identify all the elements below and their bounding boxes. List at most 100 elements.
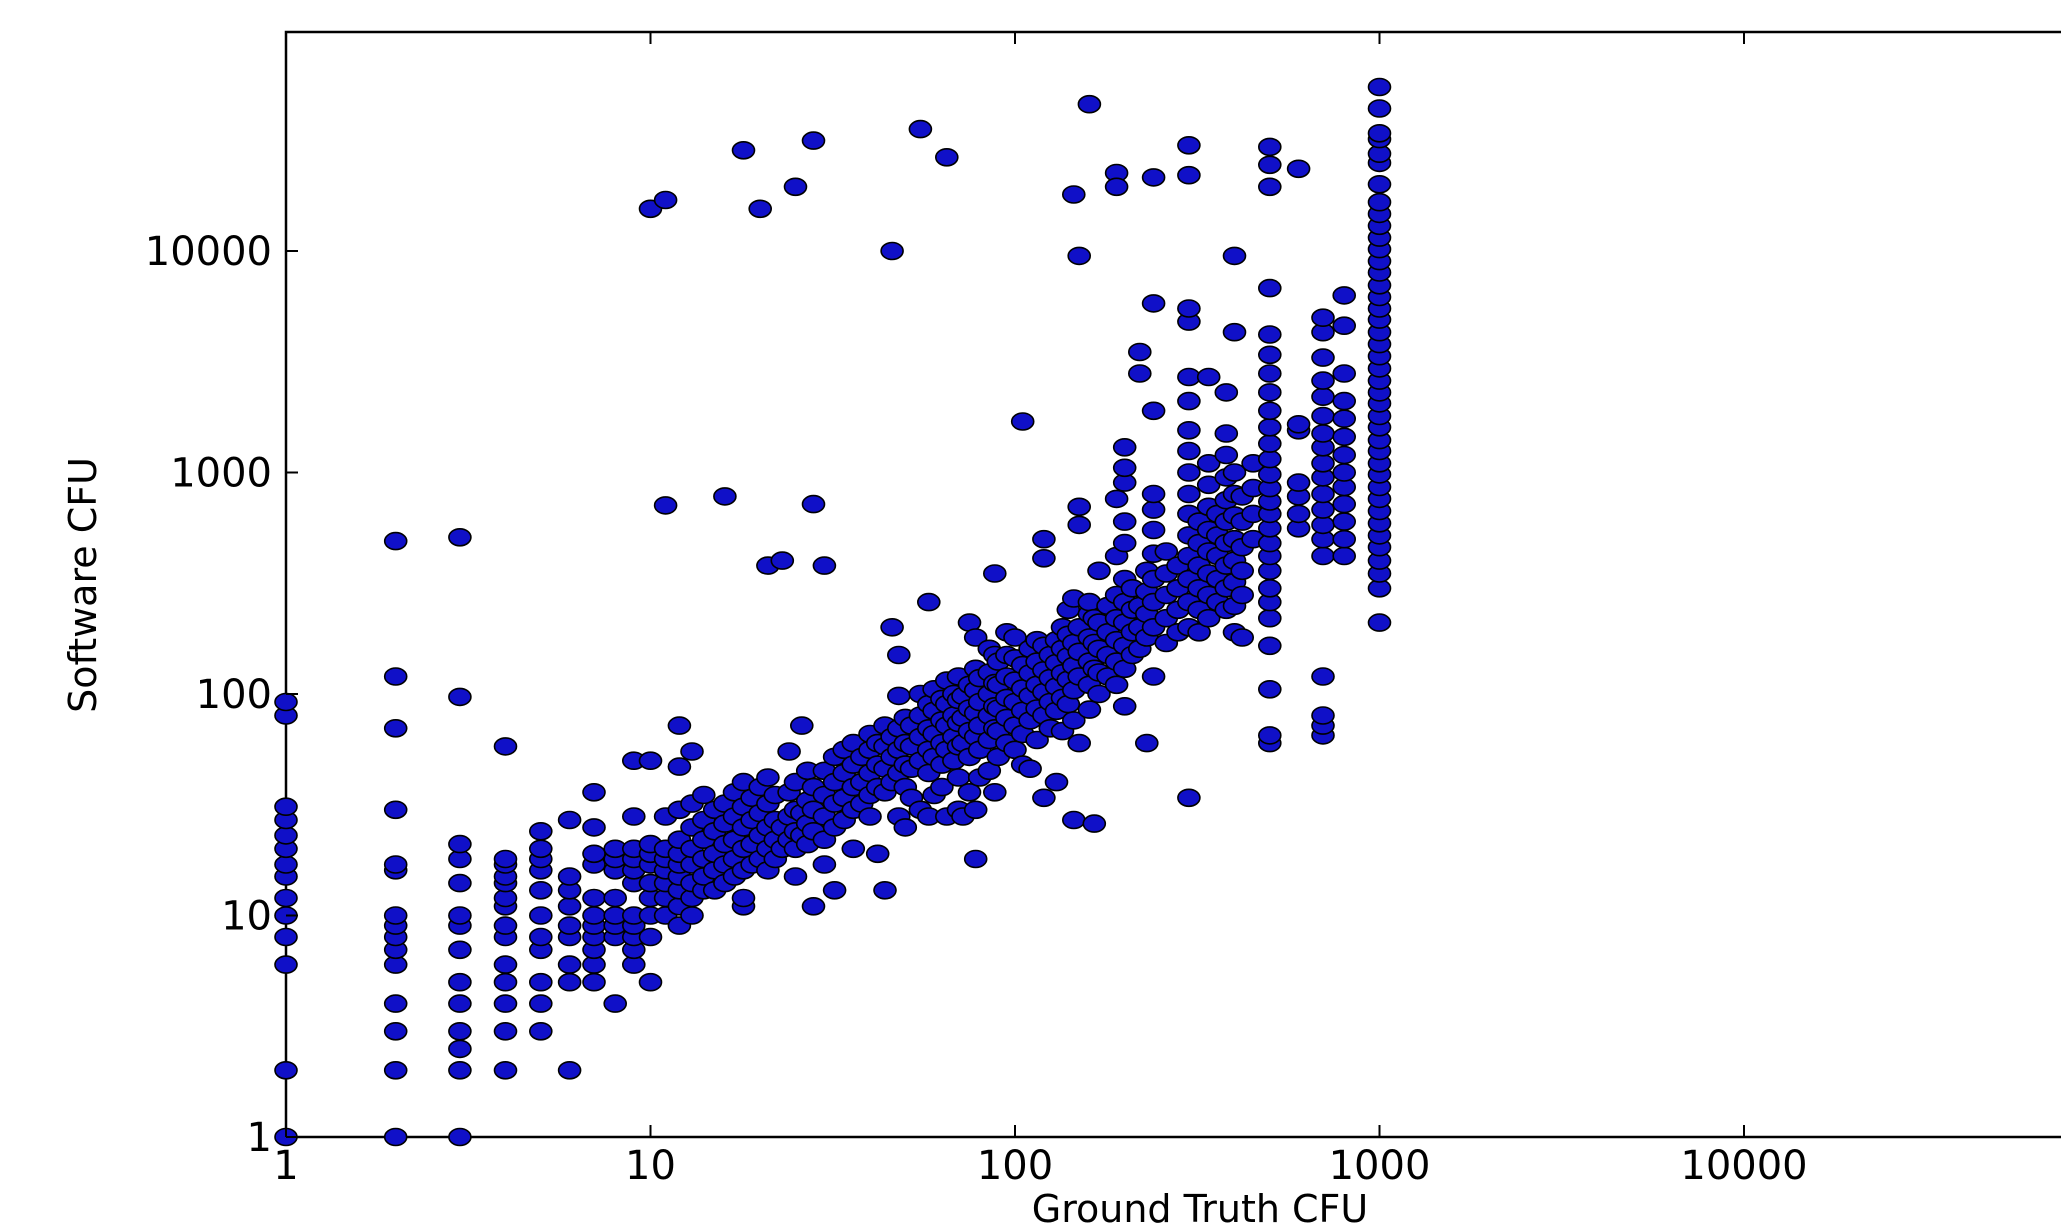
data-point (1332, 463, 1356, 482)
data-point (1258, 449, 1282, 469)
data-point (1311, 348, 1335, 367)
data-point (1214, 424, 1239, 443)
data-point (1067, 515, 1091, 535)
data-point (1141, 520, 1166, 540)
data-point (1222, 246, 1247, 266)
data-point (841, 839, 866, 859)
data-point (1141, 667, 1166, 686)
data-point (1177, 391, 1201, 411)
data-point (812, 855, 837, 874)
data-point (493, 916, 518, 935)
data-point (1311, 406, 1335, 426)
data-point (1128, 342, 1152, 362)
data-point (1032, 548, 1056, 568)
data-point (1177, 136, 1201, 155)
data-point (493, 994, 518, 1013)
data-point (756, 768, 780, 787)
data-point (1087, 684, 1111, 704)
data-point (638, 972, 663, 992)
data-point (731, 141, 756, 160)
data-point (1311, 371, 1335, 390)
data-point (448, 687, 472, 707)
data-point (528, 839, 553, 859)
y-axis-label: Software CFU (61, 457, 105, 713)
data-point (1067, 733, 1091, 753)
data-point (1367, 613, 1392, 632)
data-point (1258, 177, 1282, 197)
data-point (493, 1061, 518, 1080)
data-point (448, 1039, 472, 1059)
data-point (1112, 533, 1137, 553)
y-tick-label: 100 (196, 672, 272, 718)
data-point (1062, 185, 1086, 204)
data-point (1258, 325, 1282, 344)
y-tick-label: 10000 (145, 229, 272, 275)
data-point (1311, 424, 1335, 443)
data-point (1367, 124, 1392, 143)
data-point (1332, 391, 1356, 411)
data-point (1112, 437, 1137, 457)
data-point (1258, 364, 1282, 383)
data-point (638, 751, 663, 771)
data-point (448, 940, 472, 960)
data-point (1067, 497, 1091, 517)
data-point (1286, 159, 1311, 179)
data-point (880, 241, 904, 261)
data-point (1062, 711, 1086, 730)
data-point (1032, 529, 1056, 549)
data-point (1196, 453, 1221, 473)
data-point (1311, 387, 1335, 407)
data-point (982, 782, 1007, 802)
data-point (1222, 322, 1247, 342)
data-point (1258, 383, 1282, 402)
data-point (1367, 192, 1392, 212)
data-point (274, 1061, 298, 1080)
data-point (667, 757, 692, 776)
data-point (448, 1022, 472, 1041)
data-point (383, 855, 408, 874)
data-point (801, 131, 826, 150)
data-point (1311, 706, 1335, 725)
data-point (493, 737, 518, 756)
data-point (274, 797, 298, 817)
data-point (1258, 726, 1282, 745)
data-point (1332, 546, 1356, 566)
data-point (1177, 165, 1201, 185)
data-point (667, 716, 692, 735)
data-point (1286, 473, 1311, 492)
data-point (1010, 412, 1035, 431)
data-point (1062, 810, 1086, 830)
data-point (1177, 420, 1201, 440)
data-point (1214, 383, 1239, 402)
data-point (1286, 504, 1311, 524)
data-point (1367, 99, 1392, 118)
data-point (783, 867, 808, 886)
data-point (1332, 445, 1356, 465)
data-point (603, 888, 628, 908)
data-point (1332, 409, 1356, 429)
data-point (886, 686, 911, 706)
data-point (1177, 441, 1201, 461)
data-point (1311, 515, 1335, 535)
data-point (1258, 465, 1282, 484)
data-point (1258, 434, 1282, 453)
data-point (383, 1127, 408, 1147)
data-point (274, 855, 298, 874)
data-point (1311, 667, 1335, 686)
data-point (383, 1061, 408, 1080)
data-point (680, 906, 704, 925)
data-point (1222, 463, 1247, 482)
x-tick-label: 10000 (1680, 1143, 1807, 1189)
data-point (1177, 299, 1201, 318)
data-point (1177, 367, 1201, 387)
data-point (1258, 137, 1282, 157)
plot-frame (284, 30, 2061, 1139)
data-point (274, 955, 298, 974)
data-point (1082, 814, 1107, 833)
data-point (1177, 463, 1201, 482)
data-point (528, 880, 553, 900)
data-point (957, 782, 982, 802)
data-point (582, 844, 606, 864)
data-point (1104, 177, 1129, 197)
